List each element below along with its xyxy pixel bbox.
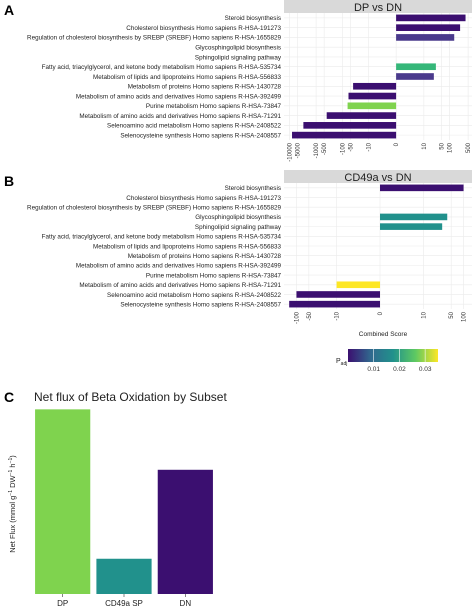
bar-11	[296, 291, 381, 298]
category-label-10: Metabolism of amino acids and derivative…	[79, 282, 281, 289]
bar-6	[396, 73, 434, 80]
category-label-12: Selenocysteine synthesis Homo sapiens R-…	[120, 301, 281, 308]
category-label-3: Glycosphingolipid biosynthesis	[195, 44, 281, 51]
category-label-5: Fatty acid, triacylglycerol, and ketone …	[42, 64, 282, 71]
bar-0	[396, 14, 466, 22]
category-label-8: Metabolism of amino acids and derivative…	[76, 93, 282, 100]
bar-10	[326, 112, 397, 119]
panel-a-category-labels: Steroid biosynthesis Cholesterol biosynth…	[27, 15, 282, 139]
tick-label-6: 100	[462, 311, 468, 322]
bar-8	[348, 92, 397, 100]
bar-9	[347, 102, 397, 110]
tick-label-1: -5000	[295, 142, 301, 158]
bar-2	[396, 34, 455, 41]
category-label-7: Metabolism of proteins Homo sapiens R-HS…	[128, 253, 282, 260]
panel-a-tick-labels: -10000 -5000 -1000 -500 -100 -50 -10 0 10 50 100 50…	[287, 142, 472, 161]
bar-12	[289, 300, 381, 308]
tick-label-3: -500	[322, 142, 328, 155]
panel-label-a: A	[4, 2, 14, 18]
category-label-0: Steroid biosynthesis	[225, 15, 281, 22]
tick-label-0: -100	[294, 311, 300, 324]
category-label-4: Sphingolipid signaling pathway	[195, 224, 282, 231]
tick-label-2: -10	[335, 311, 341, 320]
category-label-6: Metabolism of lipids and lipoproteins Ho…	[93, 243, 281, 250]
panel-b-tick-labels: -100 -50 -10 0 10 50 100	[294, 311, 467, 324]
panel-a-gridlines	[284, 13, 472, 140]
legend-tick-0: 0.01	[367, 366, 380, 373]
tick-label-8: 10	[422, 142, 428, 149]
panel-b-bars	[289, 184, 464, 308]
flux-bar-0	[35, 409, 91, 594]
legend-title: Padj	[336, 358, 347, 367]
x-tick-label-0: DP	[57, 599, 68, 607]
category-label-5: Fatty acid, triacylglycerol, and ketone …	[42, 234, 282, 241]
category-label-1: Cholesterol biosynthesis Homo sapiens R-…	[126, 195, 281, 202]
bar-12	[292, 131, 397, 139]
category-label-8: Metabolism of amino acids and derivative…	[76, 263, 282, 270]
panel-a-title: DP vs DN	[354, 2, 402, 14]
legend-colorbar	[348, 349, 438, 362]
category-label-6: Metabolism of lipids and lipoproteins Ho…	[93, 74, 281, 81]
legend-tick-1: 0.02	[393, 366, 406, 373]
flux-bar-2	[157, 469, 213, 594]
category-label-9: Purine metabolism Homo sapiens R-HSA-738…	[146, 272, 282, 279]
category-label-7: Metabolism of proteins Homo sapiens R-HS…	[128, 84, 282, 91]
bar-11	[303, 122, 397, 129]
tick-label-0: -10000	[287, 142, 293, 161]
panel-c-ylabel: Net Flux (mmol g−1 DW−1 h−1)	[8, 455, 17, 553]
tick-label-4: -100	[341, 142, 347, 155]
x-tick-label-1: CD49a SP	[105, 599, 143, 607]
tick-label-3: 0	[378, 311, 384, 315]
panel-a-title-strip	[284, 0, 472, 13]
panel-b-gridlines	[284, 183, 472, 309]
panel-c-title: Net flux of Beta Oxidation by Subset	[34, 390, 227, 404]
bar-1	[396, 24, 461, 31]
panel-b-title: CD49a vs DN	[344, 172, 411, 184]
category-label-2: Regulation of cholesterol biosynthesis b…	[27, 205, 281, 212]
bar-0	[380, 184, 464, 192]
category-label-10: Metabolism of amino acids and derivative…	[79, 113, 281, 120]
panel-b-category-labels: Steroid biosynthesis Cholesterol biosynth…	[27, 185, 282, 308]
tick-label-11: 500	[466, 142, 472, 153]
bar-3	[380, 213, 448, 221]
legend-ticks: 0.01 0.02 0.03	[367, 349, 432, 373]
bar-5	[396, 63, 436, 71]
category-label-4: Sphingolipid signaling pathway	[195, 54, 282, 61]
panel-label-c: C	[4, 389, 14, 405]
tick-label-6: -10	[366, 142, 372, 151]
tick-label-2: -1000	[314, 142, 320, 158]
x-tick-label-2: DN	[180, 599, 192, 607]
category-label-2: Regulation of cholesterol biosynthesis b…	[27, 35, 281, 42]
category-label-11: Selenoamino acid metabolism Homo sapiens…	[107, 292, 281, 299]
legend-tick-2: 0.03	[419, 366, 432, 373]
tick-label-7: 0	[394, 142, 400, 146]
tick-label-1: -50	[307, 311, 313, 320]
category-label-3: Glycosphingolipid biosynthesis	[195, 214, 281, 221]
category-label-9: Purine metabolism Homo sapiens R-HSA-738…	[146, 103, 282, 110]
tick-label-5: -50	[349, 142, 355, 151]
panel-b-title-strip	[284, 170, 472, 183]
panel-label-b: B	[4, 173, 14, 189]
panel-a-bars	[292, 14, 466, 139]
category-label-12: Selenocysteine synthesis Homo sapiens R-…	[120, 132, 281, 139]
panel-c: C Net flux of Beta Oxidation by Subset D…	[4, 389, 227, 607]
panel-b-xlabel: Combined Score	[359, 331, 408, 338]
flux-bar-1	[96, 558, 152, 594]
padj-legend: Padj 0.01 0.02 0.03	[336, 349, 438, 373]
bar-7	[353, 82, 397, 90]
panel-c-tick-labels: DP CD49a SP DN	[57, 594, 191, 607]
panel-c-bars	[35, 409, 213, 594]
category-label-11: Selenoamino acid metabolism Homo sapiens…	[107, 123, 281, 130]
bar-10	[336, 281, 381, 289]
tick-label-9: 50	[440, 142, 446, 149]
category-label-0: Steroid biosynthesis	[225, 185, 281, 192]
panel-a: A DP vs DN Steroid biosynthesis Cholester…	[4, 0, 472, 162]
tick-label-5: 50	[449, 311, 455, 318]
panel-b: B CD49a vs DN Steroid biosynthesis Choles…	[4, 170, 472, 373]
tick-label-4: 10	[421, 311, 427, 318]
tick-label-10: 100	[448, 142, 454, 153]
category-label-1: Cholesterol biosynthesis Homo sapiens R-…	[126, 25, 281, 32]
bar-4	[380, 223, 443, 230]
